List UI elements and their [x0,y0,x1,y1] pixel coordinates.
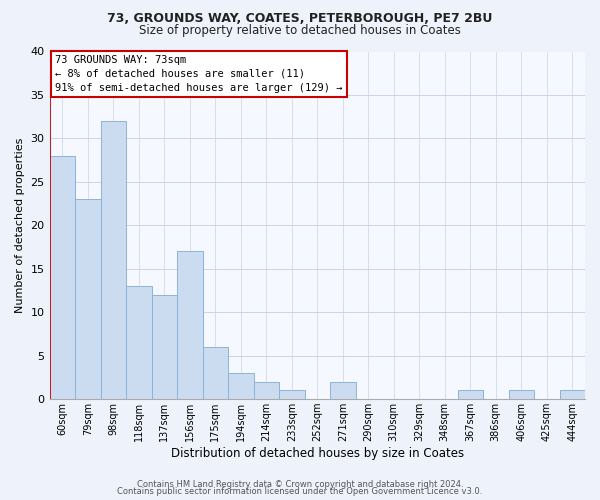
Y-axis label: Number of detached properties: Number of detached properties [15,138,25,313]
Bar [458,390,483,399]
Text: Size of property relative to detached houses in Coates: Size of property relative to detached ho… [139,24,461,37]
Bar [254,382,279,399]
Text: 73 GROUNDS WAY: 73sqm
← 8% of detached houses are smaller (11)
91% of semi-detac: 73 GROUNDS WAY: 73sqm ← 8% of detached h… [55,55,343,93]
Bar [228,373,254,399]
Bar [177,252,203,399]
Bar [560,390,585,399]
Bar [101,121,126,399]
Bar [126,286,152,399]
Bar [75,200,101,399]
Text: Contains public sector information licensed under the Open Government Licence v3: Contains public sector information licen… [118,487,482,496]
Bar [509,390,534,399]
Bar [279,390,305,399]
Bar [152,295,177,399]
Text: Contains HM Land Registry data © Crown copyright and database right 2024.: Contains HM Land Registry data © Crown c… [137,480,463,489]
Bar [330,382,356,399]
Bar [203,347,228,399]
X-axis label: Distribution of detached houses by size in Coates: Distribution of detached houses by size … [171,447,464,460]
Bar [50,156,75,399]
Text: 73, GROUNDS WAY, COATES, PETERBOROUGH, PE7 2BU: 73, GROUNDS WAY, COATES, PETERBOROUGH, P… [107,12,493,26]
